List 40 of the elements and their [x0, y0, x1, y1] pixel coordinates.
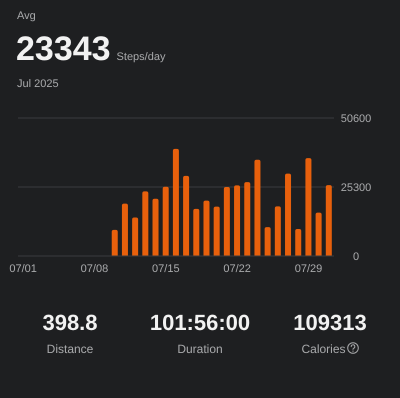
bar: [224, 187, 230, 256]
bar: [172, 148, 179, 256]
bar: [285, 174, 292, 256]
text: Calories: [300, 342, 346, 356]
bar: [142, 191, 148, 256]
bar: [183, 176, 190, 256]
x-tick-label: 07/01: [9, 262, 37, 275]
chart-subtitle: Jul 2025: [17, 78, 59, 90]
y-tick-label: 0: [352, 250, 360, 263]
bar: [254, 160, 260, 256]
bar: [295, 229, 302, 256]
text: Steps/day: [116, 51, 166, 63]
bar: [214, 206, 220, 256]
bar: [132, 218, 138, 256]
x-tick-label: 07/08: [80, 262, 108, 275]
y-tick-label: 50600: [340, 112, 372, 125]
bar: [112, 230, 118, 256]
bar: [193, 208, 200, 256]
text: 23343: [16, 30, 111, 69]
text: Duration: [176, 342, 224, 356]
text: Distance: [46, 342, 94, 356]
x-tick-label: 07/15: [152, 262, 180, 275]
x-tick-label: 07/29: [294, 262, 322, 275]
bar: [326, 185, 332, 256]
text: 101:56:00: [148, 310, 252, 336]
y-tick-label: 25300: [340, 182, 372, 194]
bar: [122, 204, 128, 256]
bar: [162, 186, 169, 256]
bar: [152, 198, 159, 256]
bar: [264, 227, 271, 256]
bar: [316, 212, 322, 256]
x-tick-label: 07/22: [223, 262, 251, 275]
text: 398.8: [41, 310, 99, 336]
bar: [274, 206, 281, 256]
bar: [203, 200, 210, 256]
bar: [234, 185, 240, 256]
chart-title: Avg: [17, 10, 36, 22]
bar: [305, 158, 312, 256]
bar: [244, 182, 250, 256]
text: 109313: [292, 310, 368, 336]
